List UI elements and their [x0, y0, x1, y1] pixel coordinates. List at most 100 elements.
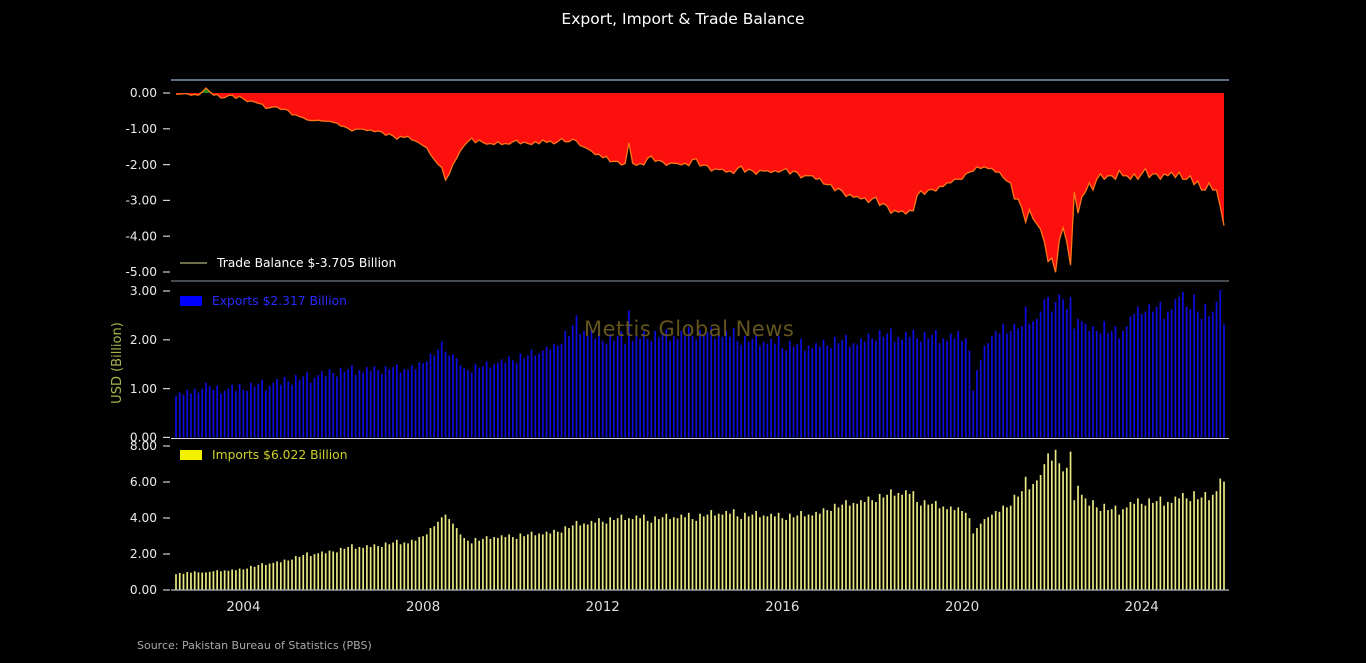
exports-bar: [422, 363, 424, 438]
imports-bar: [201, 572, 204, 590]
imports-bar: [1103, 503, 1106, 590]
imports-bar: [1017, 496, 1019, 590]
imports-bar: [583, 523, 585, 590]
imports-bar: [410, 539, 413, 590]
exports-bar: [957, 331, 960, 438]
imports-bar: [1006, 507, 1008, 590]
exports-bar: [373, 366, 376, 438]
exports-bar: [433, 355, 436, 438]
exports-bar: [961, 340, 963, 438]
exports-bar: [1002, 323, 1005, 438]
imports-bar: [190, 572, 192, 590]
exports-bar: [272, 382, 275, 438]
exports-bar: [410, 365, 413, 438]
exports-bar: [1047, 296, 1049, 438]
exports-bar: [264, 390, 267, 438]
imports-bar: [639, 518, 641, 590]
imports-bar: [665, 513, 668, 590]
imports-bar: [351, 544, 353, 590]
exports-bar: [852, 343, 855, 438]
imports-bar: [197, 572, 200, 590]
exports-bar: [178, 392, 181, 438]
y-tick-label: 2.00: [130, 547, 157, 561]
exports-bar: [463, 368, 466, 438]
imports-bar: [1215, 491, 1218, 590]
exports-bar: [717, 334, 720, 438]
imports-bar: [594, 522, 597, 590]
imports-bar: [470, 543, 473, 590]
exports-bar: [1039, 311, 1042, 438]
imports-bar: [1170, 502, 1173, 590]
exports-bar: [762, 341, 765, 438]
exports-bar: [1208, 316, 1210, 438]
exports-bar: [905, 331, 907, 438]
imports-bar: [714, 515, 716, 590]
imports-bar: [744, 512, 746, 590]
exports-bar: [418, 362, 421, 438]
exports-bar: [1196, 311, 1199, 438]
imports-bar: [953, 510, 956, 590]
exports-bar: [302, 376, 305, 438]
exports-bar: [321, 371, 323, 438]
exports-bar: [242, 389, 245, 438]
exports-bar: [526, 355, 529, 438]
imports-bar: [807, 514, 810, 590]
imports-bar: [571, 525, 574, 590]
imports-bar: [485, 536, 488, 590]
exports-bar: [680, 331, 683, 438]
exports-bar: [923, 331, 926, 438]
exports-bar: [684, 335, 686, 438]
exports-bar: [1140, 313, 1143, 438]
y-tick-label: 8.00: [130, 439, 157, 453]
exports-bar: [1009, 331, 1012, 438]
exports-bar: [616, 335, 619, 438]
exports-bar: [452, 354, 454, 438]
imports-bar: [362, 547, 364, 590]
imports-bar: [268, 563, 271, 590]
exports-bar: [283, 376, 286, 438]
exports-bar: [362, 372, 364, 438]
exports-bar: [1174, 299, 1177, 438]
imports-bar: [474, 537, 477, 590]
exports-bar: [1013, 323, 1016, 438]
exports-bar: [309, 382, 312, 438]
exports-bar: [848, 346, 851, 438]
exports-bar: [646, 338, 649, 438]
exports-bar: [702, 335, 705, 438]
imports-bar: [1155, 501, 1158, 590]
imports-bar: [381, 546, 383, 590]
imports-bar: [366, 545, 368, 590]
imports-bar: [927, 504, 930, 590]
exports-bar: [788, 340, 791, 438]
imports-bar: [1152, 502, 1154, 590]
imports-bar: [740, 519, 743, 590]
imports-bar: [1065, 467, 1068, 590]
imports-bar: [687, 512, 690, 590]
imports-bar: [313, 554, 316, 590]
imports-bar: [560, 532, 563, 590]
imports-bar: [788, 513, 791, 590]
exports-bar: [740, 344, 743, 438]
x-tick-label: 2024: [1125, 599, 1159, 615]
imports-bar: [908, 493, 911, 590]
imports-bar: [1099, 510, 1102, 590]
imports-bar: [407, 543, 409, 590]
imports-bar: [276, 561, 278, 590]
imports-bar: [755, 510, 757, 590]
imports-bar: [729, 513, 731, 590]
imports-bar: [770, 513, 772, 590]
imports-bar: [253, 566, 256, 590]
imports-bar: [882, 497, 885, 590]
exports-bar: [500, 359, 503, 438]
exports-bar: [358, 370, 361, 438]
y-tick-label: -2.00: [125, 158, 157, 172]
imports-bar: [1140, 503, 1143, 590]
exports-bar: [1200, 318, 1203, 438]
imports-bar: [231, 569, 233, 590]
exports-bar: [571, 325, 574, 438]
exports-bar: [792, 346, 795, 438]
imports-bar: [938, 508, 941, 590]
x-tick-label: 2008: [406, 599, 440, 615]
imports-bar: [983, 519, 986, 590]
